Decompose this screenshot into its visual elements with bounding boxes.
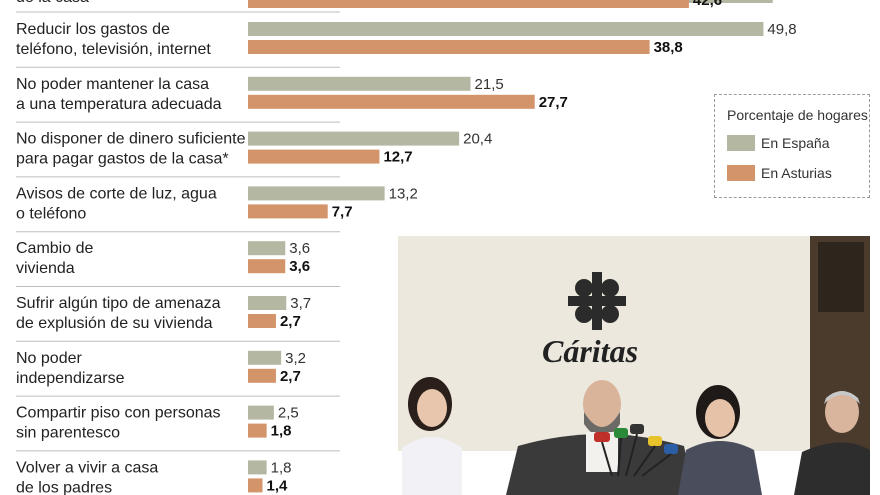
- press-conference-photo: Cáritas: [398, 236, 870, 495]
- bar-asturias-6: [248, 314, 276, 328]
- category-label-3-line2: para pagar gastos de la casa*: [16, 151, 229, 168]
- value-espana-4: 13,2: [389, 185, 418, 202]
- category-label-9-line2: de los padres: [16, 479, 112, 495]
- value-espana-9: 1,8: [271, 459, 292, 476]
- value-asturias-9: 1,4: [266, 477, 288, 494]
- person-far-right: [794, 391, 870, 495]
- caritas-sign-text: Cáritas: [542, 333, 638, 369]
- bar-asturias-3: [248, 149, 380, 164]
- value-espana-7: 3,2: [285, 350, 306, 367]
- value-espana-3: 20,4: [463, 131, 492, 148]
- bar-asturias-7: [248, 368, 276, 383]
- category-label-6-line1: Sufrir algún tipo de amenaza: [16, 295, 221, 312]
- value-asturias-6: 2,7: [280, 313, 301, 330]
- category-label-1-line2: teléfono, televisión, internet: [16, 41, 211, 58]
- bar-espana-8: [248, 405, 274, 420]
- bar-asturias-8: [248, 423, 267, 438]
- bar-espana-6: [248, 296, 287, 310]
- category-label-5-line2: vivienda: [16, 260, 75, 277]
- bar-asturias-4: [248, 204, 328, 219]
- value-asturias-1: 38,8: [654, 39, 683, 56]
- photo-illustration: Cáritas: [398, 236, 870, 495]
- category-label-2-line2: a una temperatura adecuada: [16, 96, 222, 113]
- value-espana-8: 2,5: [278, 405, 299, 422]
- bar-espana-4: [248, 186, 385, 201]
- value-asturias-7: 2,7: [280, 368, 301, 385]
- category-label-6-line2: de explusión de su vivienda: [16, 315, 213, 332]
- category-label-2-line1: No poder mantener la casa: [16, 76, 209, 93]
- value-asturias-partial: 42,6: [693, 0, 722, 9]
- value-espana-5: 3,6: [289, 240, 310, 257]
- value-asturias-4: 7,7: [332, 203, 353, 220]
- legend-title: Porcentaje de hogares: [727, 107, 868, 123]
- bar-asturias-partial: [248, 0, 689, 8]
- bar-espana-1: [248, 22, 764, 36]
- bar-espana-2: [248, 76, 471, 91]
- legend-item-espana: En España: [727, 135, 830, 151]
- value-asturias-8: 1,8: [271, 423, 292, 440]
- category-label-8-line1: Compartir piso con personas: [16, 405, 221, 422]
- category-label-1-line1: Reducir los gastos de: [16, 21, 170, 38]
- category-label-7-line2: independizarse: [16, 370, 125, 387]
- bar-espana-9: [248, 460, 267, 475]
- value-asturias-5: 3,6: [289, 258, 310, 275]
- legend-swatch-asturias: [727, 165, 755, 181]
- bar-espana-7: [248, 350, 282, 365]
- value-espana-2: 21,5: [475, 76, 504, 93]
- legend-label-asturias: En Asturias: [761, 165, 832, 181]
- value-espana-1: 49,8: [767, 21, 796, 38]
- caritas-logo-icon: [568, 272, 626, 330]
- category-label-4-line2: o teléfono: [16, 205, 86, 222]
- bar-asturias-9: [248, 478, 263, 493]
- chart-legend: Porcentaje de hogares En España En Astur…: [714, 94, 870, 198]
- microphones: [594, 424, 678, 477]
- category-label-8-line2: sin parentesco: [16, 425, 120, 442]
- category-label-3-line1: No disponer de dinero suficiente: [16, 131, 246, 148]
- value-espana-6: 3,7: [290, 295, 311, 312]
- legend-label-espana: En España: [761, 135, 830, 151]
- person-left: [402, 377, 462, 495]
- person-right-woman: [678, 385, 762, 495]
- bar-asturias-2: [248, 94, 535, 109]
- category-label-4-line1: Avisos de corte de luz, agua: [16, 185, 217, 202]
- legend-item-asturias: En Asturias: [727, 165, 832, 181]
- bar-espana-3: [248, 131, 460, 146]
- category-label-7-line1: No poder: [16, 350, 82, 367]
- category-label-5-line1: Cambio de: [16, 240, 93, 257]
- category-label-9-line1: Volver a vivir a casa: [16, 459, 158, 476]
- bar-asturias-1: [248, 40, 650, 54]
- bar-asturias-5: [248, 259, 286, 274]
- value-asturias-3: 12,7: [383, 149, 412, 166]
- legend-swatch-espana: [727, 135, 755, 151]
- category-label-partial: de la casa: [16, 0, 89, 6]
- bar-espana-5: [248, 241, 286, 256]
- value-asturias-2: 27,7: [539, 94, 568, 111]
